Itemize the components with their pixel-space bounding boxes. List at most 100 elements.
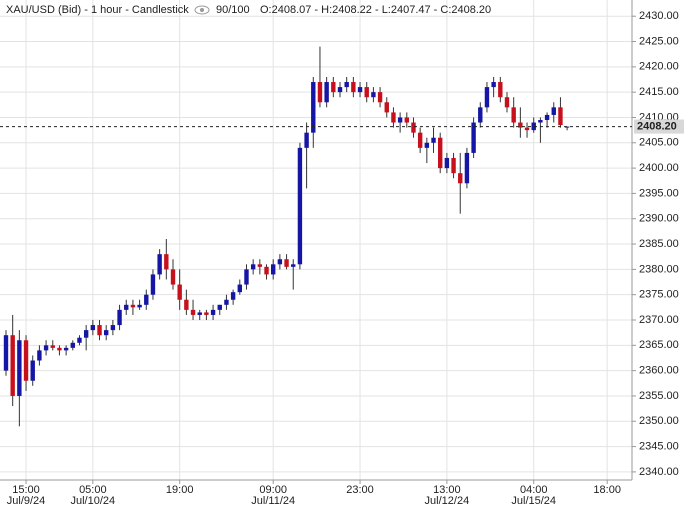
candle-body [511,107,516,123]
x-tick-label: 15:00 [12,484,40,496]
candle-body [291,264,296,267]
candle-body [190,309,196,315]
candle-body [104,330,109,336]
y-tick-label: 2400.00 [639,162,679,174]
y-tick-label: 2385.00 [639,238,679,250]
x-tick-label: 04:00 [520,484,548,496]
candle-body [37,350,42,361]
candle-body [377,92,383,103]
candle-body [504,97,510,108]
y-tick-label: 2360.00 [639,365,679,377]
candle-body [558,107,563,126]
candle-body [43,345,49,351]
x-tick-label: 18:00 [593,484,621,496]
candle-body [384,102,389,113]
grid [0,0,632,480]
candle-body [237,284,242,293]
candle-body [204,312,209,315]
x-tick-label: 23:00 [346,484,374,496]
y-tick-label: 2390.00 [639,213,679,225]
candle-body [411,122,416,133]
candle-body [30,360,35,381]
x-date-label: Jul/12/24 [425,495,470,507]
candle-body [130,304,136,308]
zoom-label: 90/100 [216,4,250,16]
candle-body [438,137,443,169]
candle-body [551,107,556,115]
y-tick-label: 2380.00 [639,263,679,275]
candle-body [170,269,176,285]
candle-body [357,87,363,93]
last-price-label: 2408.20 [637,120,677,132]
x-tick-label: 19:00 [166,484,194,496]
candle-body [518,122,523,128]
candle-body [404,117,409,123]
candle-body [491,82,496,88]
eye-icon [194,5,210,15]
candle-body [277,259,283,265]
candle-body [137,304,142,308]
candle-body [364,87,369,98]
candle-body [144,294,149,305]
ohlc-label: O:2408.07 - H:2408.22 - L:2407.47 - C:24… [260,4,491,16]
candle-body [524,127,530,131]
y-tick-label: 2345.00 [639,440,679,452]
candle-body [250,264,256,270]
candle-body [10,335,15,396]
candle-body [57,347,62,351]
y-tick-label: 2375.00 [639,289,679,301]
candle-body [97,325,102,336]
candle-body [184,299,189,310]
chart-title: XAU/USD (Bid) - 1 hour - Candlestick [6,4,189,16]
candle-body [230,292,236,300]
candle-body [157,254,162,275]
x-tick-label: 09:00 [259,484,287,496]
y-tick-label: 2405.00 [639,137,679,149]
candle-body [444,157,450,169]
candle-body [110,325,116,331]
candle-body [257,264,263,267]
candle-body [531,122,536,131]
candle-body [458,173,463,184]
candle-body [538,120,543,123]
candle-body [264,266,269,275]
candle-body [63,347,69,351]
y-tick-label: 2430.00 [639,10,679,22]
y-tick-label: 2395.00 [639,187,679,199]
candle-body [371,92,376,98]
x-date-label: Jul/11/24 [251,495,295,507]
y-tick-label: 2415.00 [639,86,679,98]
candle-body [177,284,182,300]
x-date-label: Jul/15/24 [511,495,556,507]
candle-body [498,82,503,98]
candle-body [344,82,349,88]
candle-body [297,147,303,265]
candle-body [3,335,9,371]
candle-body [244,269,249,285]
candle-body [337,87,343,93]
x-tick-label: 13:00 [433,484,461,496]
candle-body [70,342,75,348]
candle-body [391,112,396,123]
candle-body [83,330,89,338]
x-date-label: Jul/10/24 [71,495,116,507]
candle-body [484,87,490,108]
y-tick-label: 2340.00 [639,466,679,478]
candle-body [478,107,483,123]
last-price-box [634,119,684,134]
candle-body [224,299,229,305]
x-date-label: Jul/9/24 [7,495,46,507]
candle-body [284,259,289,267]
candle-body [197,312,202,315]
candle-body [424,142,430,148]
candle-body [564,126,570,128]
y-tick-label: 2420.00 [639,61,679,73]
candle-body [304,132,309,148]
candle-body [117,309,122,326]
candles [3,46,570,427]
candle-body [331,82,336,93]
candle-body [90,325,96,331]
candle-body [77,337,82,343]
